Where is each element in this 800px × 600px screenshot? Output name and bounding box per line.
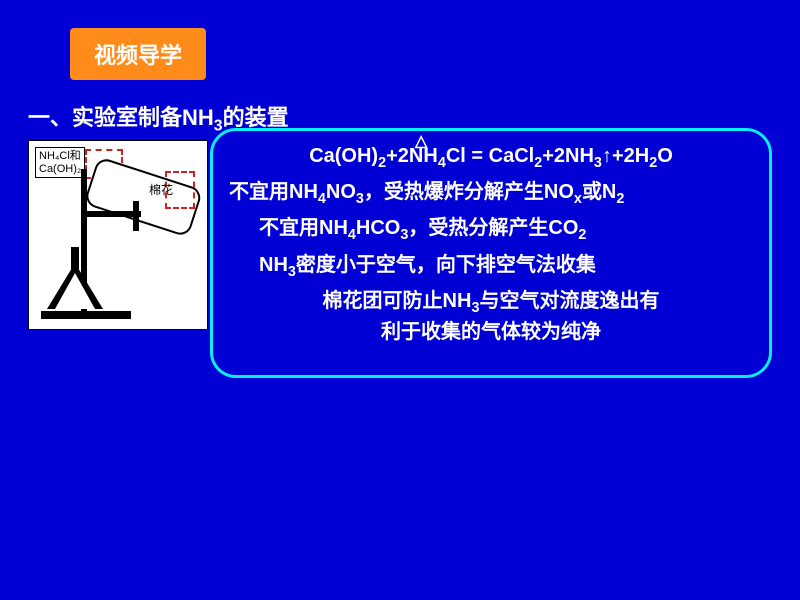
burner-inner (55, 273, 95, 309)
note-nh4no3: 不宜用NH4NO3，受热爆炸分解产生NOx或N2 (229, 179, 753, 209)
badge-label: 视频导学 (94, 43, 182, 68)
note-density: NH3密度小于空气，向下排空气法收集 (229, 252, 753, 282)
stand-base (41, 311, 131, 319)
heading-suffix: 的装置 (223, 105, 289, 130)
badge-video-guide: 视频导学 (70, 28, 206, 80)
equation-line: △ Ca(OH)2+2NH4Cl = CaCl2+2NH3↑+2H2O (229, 145, 753, 171)
delta-symbol: △ (415, 131, 427, 151)
clamp-jaw (133, 201, 139, 231)
content-box: △ Ca(OH)2+2NH4Cl = CaCl2+2NH3↑+2H2O 不宜用N… (210, 128, 772, 378)
cotton-label: 棉花 (149, 181, 173, 198)
reagent-label: NH₄Cl和 Ca(OH)₂ (35, 147, 85, 178)
clamp-arm (81, 211, 141, 217)
note-cotton-b: 利于收集的气体较为纯净 (229, 319, 753, 346)
note-nh4hco3: 不宜用NH4HCO3，受热分解产生CO2 (229, 215, 753, 245)
heading-prefix: 一、实验室制备NH (28, 105, 214, 130)
note-cotton-a: 棉花团可防止NH3与空气对流度逸出有 (229, 288, 753, 318)
apparatus-diagram: NH₄Cl和 Ca(OH)₂ 棉花 (28, 140, 208, 330)
